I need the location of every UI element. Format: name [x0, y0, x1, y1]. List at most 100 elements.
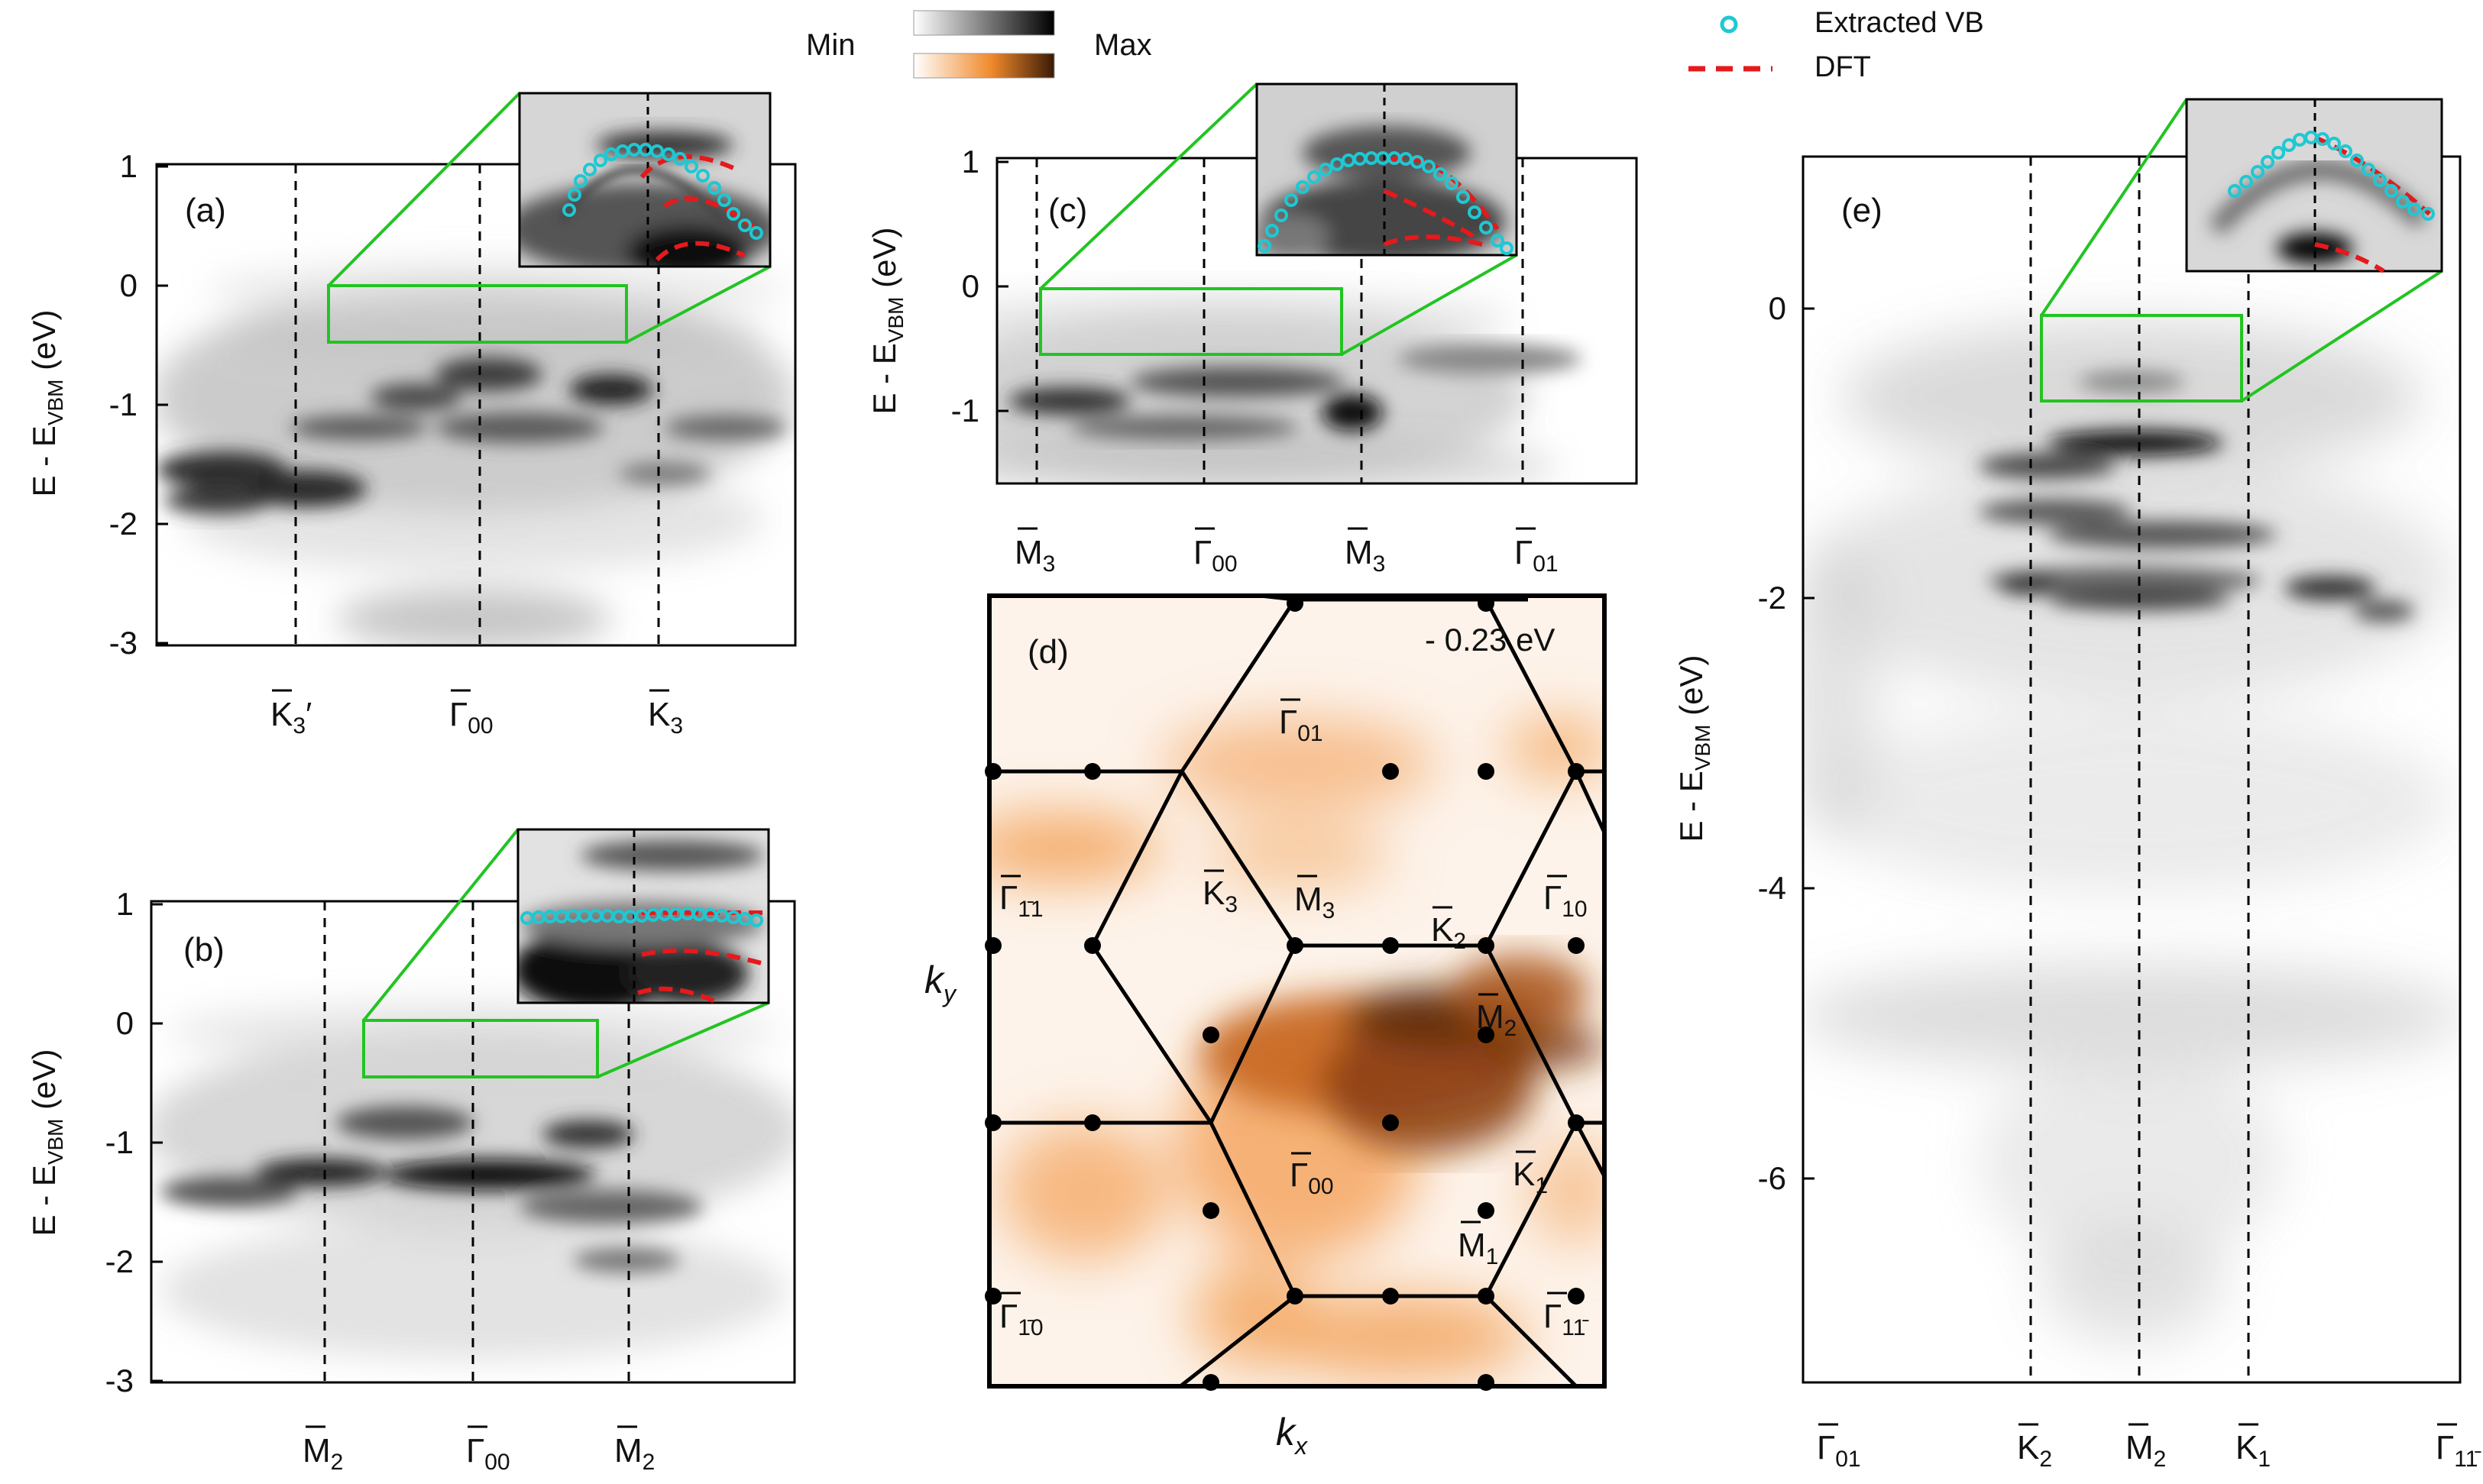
svg-text:Γ00: Γ00: [1193, 534, 1238, 577]
panel-e-extracted-vb: [2228, 131, 2435, 221]
legend-extracted-label: Extracted VB: [1814, 7, 1984, 39]
panel-e-klabel: Γ01: [1817, 1423, 1861, 1472]
panel-d-ky-label: ky: [924, 959, 957, 1007]
panel-e: 0 -2 -4 -6 E - EVBM (eV) (e) Γ01 K2 M2 K…: [1673, 98, 2481, 1472]
svg-text:M1: M1: [1458, 1227, 1498, 1269]
svg-text:Γ00: Γ00: [466, 1432, 510, 1475]
panel-a-inset: [520, 93, 770, 267]
panel-a-label: (a): [185, 192, 226, 229]
panel-c-inset: [1257, 84, 1517, 255]
legend-dft-label: DFT: [1814, 51, 1871, 83]
panel-d-point-label: K1: [1513, 1150, 1548, 1198]
panel-d-point-label: Γ10: [1543, 875, 1588, 922]
panel-c-ytick: 1: [962, 144, 979, 179]
legend-min-label: Min: [806, 28, 855, 62]
svg-text:K1: K1: [2235, 1429, 2271, 1472]
panel-a-ylabel: E - EVBM (eV): [26, 309, 67, 496]
svg-text:M2: M2: [303, 1432, 343, 1475]
panel-a: 1 0 -1 -2 -3 E - EVBM (eV) (a) K3′ Γ00 K…: [26, 92, 797, 739]
panel-e-kpoint-lines: [2029, 157, 2250, 1382]
panel-e-ytick: -2: [1758, 580, 1786, 616]
panel-b-klabel: M2: [303, 1425, 343, 1475]
panel-a-ytick: -2: [109, 506, 138, 542]
panel-c-ytick: -1: [951, 393, 979, 428]
svg-text:Γ01: Γ01: [1514, 534, 1559, 577]
panel-b-ytick: 0: [116, 1005, 134, 1041]
panel-e-ytick: -4: [1758, 870, 1786, 906]
svg-text:E - EVBM (eV): E - EVBM (eV): [26, 1049, 67, 1236]
extracted-vb-marker: [1720, 15, 1738, 34]
panel-d-point-label: K3: [1203, 869, 1238, 917]
svg-text:M2: M2: [1476, 998, 1517, 1041]
svg-text:Γ00: Γ00: [1290, 1156, 1334, 1199]
panel-d-point-label: M3: [1294, 875, 1335, 923]
panel-a-ytick: -1: [109, 386, 138, 422]
panel-b-ytick: -3: [105, 1363, 134, 1398]
panel-c: 1 0 -1 E - EVBM (eV) (c) M3 Γ00 M3 Γ01: [866, 82, 1638, 577]
panel-e-yticks-marks: [1803, 307, 1814, 1180]
svg-text:M2: M2: [2125, 1429, 2166, 1472]
panel-c-klabel: M3: [1345, 527, 1385, 577]
panel-e-ytick: -6: [1758, 1160, 1786, 1196]
svg-text:Γ01: Γ01: [1817, 1429, 1861, 1472]
svg-text:M2: M2: [614, 1432, 655, 1475]
panel-b-kpoint-lines: [323, 901, 630, 1382]
panel-e-klabel: Γ11̄: [2436, 1423, 2481, 1472]
svg-text:E - EVBM (eV): E - EVBM (eV): [1673, 655, 1714, 842]
svg-text:Γ1̄0: Γ1̄0: [999, 1298, 1044, 1340]
panel-b-yticks-marks: [151, 903, 163, 1382]
panel-d-point-label: K2: [1431, 906, 1466, 954]
panel-d-map: [989, 718, 1604, 1379]
panel-c-klabel: Γ01: [1514, 527, 1559, 577]
panel-b-zoom-box: [362, 1019, 599, 1078]
svg-text:Γ10: Γ10: [1543, 879, 1588, 922]
svg-text:M3: M3: [1015, 534, 1055, 577]
svg-text:Γ01: Γ01: [1279, 703, 1323, 746]
svg-text:M3: M3: [1345, 534, 1385, 577]
svg-text:K1: K1: [1513, 1156, 1548, 1198]
panel-d-point-label: Γ11̄: [1543, 1292, 1589, 1340]
svg-text:E - EVBM (eV): E - EVBM (eV): [26, 309, 67, 496]
panel-a-klabel: Γ00: [449, 689, 494, 739]
svg-text:Γ00: Γ00: [449, 696, 494, 739]
gray-colorbar: [913, 10, 1055, 36]
panel-c-zoom-box: [1039, 287, 1343, 356]
panel-b-ylabel: E - EVBM (eV): [26, 1049, 67, 1236]
panel-b-ytick: -1: [105, 1124, 134, 1160]
svg-text:K3′: K3′: [270, 696, 312, 739]
panel-a-klabel: K3: [648, 689, 683, 739]
panel-e-klabel: K2: [2017, 1423, 2052, 1472]
panel-b-klabel: M2: [614, 1425, 655, 1475]
panel-a-ytick: 1: [120, 148, 138, 184]
svg-text:K2: K2: [1431, 911, 1466, 954]
svg-text:Γ1̄1: Γ1̄1: [999, 879, 1044, 922]
panel-a-yticks-marks: [157, 165, 168, 645]
panel-a-ytick: -3: [109, 625, 138, 661]
panel-d: (d) - 0.23 eV Γ01 Γ1̄1 K3 M3 K2 Γ10 M2 Γ…: [924, 593, 1607, 1460]
panel-b-ytick: -2: [105, 1243, 134, 1279]
panel-b-klabel: Γ00: [466, 1425, 510, 1475]
panel-c-ylabel: E - EVBM (eV): [866, 227, 908, 414]
panel-c-klabel: Γ00: [1193, 527, 1238, 577]
panel-e-ytick: 0: [1769, 290, 1786, 326]
panel-d-high-symmetry-points: [985, 595, 1585, 1391]
svg-text:K2: K2: [2017, 1429, 2052, 1472]
panel-e-spectrum: [1803, 321, 2460, 1344]
panel-a-klabel: K3′: [270, 689, 312, 739]
panel-c-ytick: 0: [962, 268, 979, 304]
panel-e-klabel: M2: [2125, 1423, 2166, 1472]
panel-d-point-label: Γ1̄0: [999, 1292, 1044, 1340]
panel-c-label: (c): [1048, 192, 1087, 229]
panel-c-klabel: M3: [1015, 527, 1055, 577]
panel-c-spectrum: [997, 290, 1581, 483]
panel-a-extracted-vb: [562, 143, 763, 240]
panel-a-ytick: 0: [120, 267, 138, 303]
svg-text:E - EVBM (eV): E - EVBM (eV): [866, 227, 908, 414]
legend: Min Max Extracted VB DFT: [806, 7, 1984, 83]
panel-b-ytick: 1: [116, 886, 134, 922]
panel-d-point-label: Γ1̄1: [999, 875, 1044, 922]
panel-a-spectrum: [157, 260, 795, 645]
panel-d-point-label: M2: [1476, 993, 1517, 1041]
svg-text:Γ11̄: Γ11̄: [2436, 1429, 2481, 1472]
